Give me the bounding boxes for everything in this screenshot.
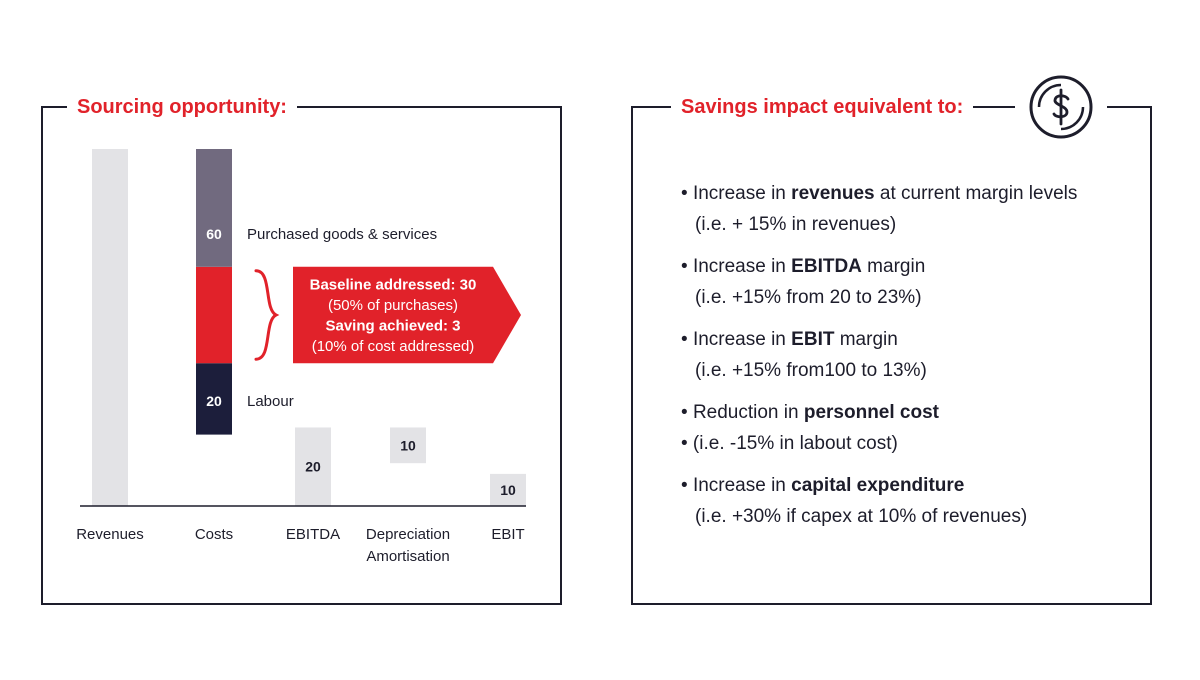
bullet-detail: (i.e. +15% from 20 to 23%) (695, 287, 922, 308)
bullet-bold-text: EBIT (791, 329, 835, 350)
bullet-text: Increase in (692, 256, 792, 277)
category-label: Costs (195, 526, 233, 543)
bar (490, 473, 526, 506)
cost-segment-bar (196, 149, 232, 267)
brace-icon (254, 269, 280, 361)
bar (92, 149, 128, 506)
category-label: Depreciation (366, 526, 450, 543)
segment-value-label: 60 (206, 226, 222, 242)
bar-value-label: 20 (305, 459, 321, 475)
bullet-detail: (i.e. + 15% in revenues) (695, 214, 897, 235)
category-label: Revenues (76, 526, 144, 543)
bullet-item: • Increase in capital expenditure (i.e. … (681, 470, 1141, 532)
bullet-text: Increase in (692, 475, 792, 496)
bullet-text: at current margin levels (874, 183, 1078, 204)
bullet-bold-text: personnel cost (803, 402, 939, 423)
bullet-text: margin (834, 329, 898, 350)
bullet-item: • Increase in EBITDA margin (i.e. +15% f… (681, 251, 1141, 313)
bullet-text: margin (861, 256, 926, 277)
bullet-bold-text: EBITDA (791, 256, 862, 277)
bullet-marker: • (681, 329, 688, 350)
bar-value-label: 10 (500, 482, 516, 498)
callout-text: (10% of cost addressed) (312, 338, 475, 355)
savings-bullet-list: • Increase in revenues at current margin… (681, 178, 1141, 543)
callout-text: Baseline addressed: 30 (310, 276, 477, 293)
bullet-bold-text: revenues (791, 183, 875, 204)
bullet-marker: • (681, 183, 688, 204)
callout-arrow (293, 266, 521, 364)
cost-segment-bar (196, 363, 232, 435)
bar (390, 427, 426, 464)
category-label: Amortisation (366, 548, 449, 565)
bullet-bold-text: capital expenditure (791, 475, 965, 496)
savings-impact-title: Savings impact equivalent to: (671, 94, 974, 120)
bullet-detail: (i.e. +15% from100 to 13%) (695, 360, 927, 381)
bar-value-label: 10 (400, 437, 416, 453)
sourcing-opportunity-title: Sourcing opportunity: (67, 94, 297, 120)
category-label: EBITDA (286, 526, 340, 543)
bullet-marker: • (681, 475, 688, 496)
bullet-detail: (i.e. +30% if capex at 10% of revenues) (695, 506, 1028, 527)
sourcing-opportunity-panel: Sourcing opportunity: (41, 94, 562, 605)
callout-text: (50% of purchases) (328, 297, 458, 314)
savings-impact-panel: Savings impact equivalent to: • Increase… (631, 71, 1152, 605)
callout-text: Saving achieved: 3 (325, 317, 460, 334)
segment-name-label: Labour (247, 393, 294, 410)
bar (295, 427, 331, 506)
bullet-text: Increase in (692, 183, 792, 204)
bullet-marker: • (681, 256, 688, 277)
cost-segment-bar (196, 266, 232, 364)
dollar-icon-wrapper (1015, 71, 1107, 143)
bullet-item: • Increase in revenues at current margin… (681, 178, 1141, 240)
bullet-detail: • (i.e. -15% in labout cost) (681, 433, 898, 454)
bullet-item: • Increase in EBIT margin (i.e. +15% fro… (681, 324, 1141, 386)
bullet-text: Reduction in (692, 402, 804, 423)
category-label: EBIT (491, 526, 524, 543)
dollar-circle-icon (1029, 75, 1093, 139)
bullet-text: Increase in (692, 329, 792, 350)
segment-value-label: 20 (206, 393, 222, 409)
bullet-item: • Reduction in personnel cost • (i.e. -1… (681, 397, 1141, 459)
bullet-marker: • (681, 402, 688, 423)
segment-name-label: Purchased goods & services (247, 226, 437, 243)
